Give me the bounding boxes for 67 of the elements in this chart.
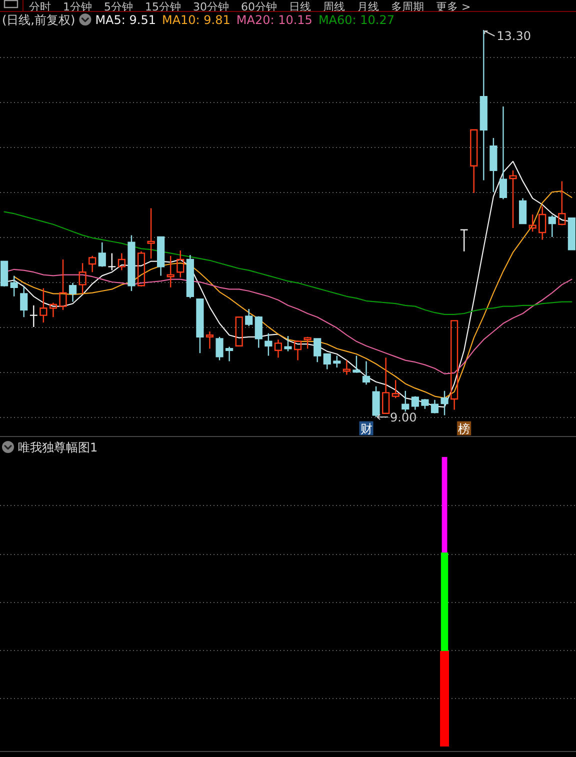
candlestick [88,255,96,273]
candlestick [440,390,448,416]
candlestick [147,208,155,260]
candlestick [49,302,58,318]
candlestick [137,250,146,288]
flag: 榜 [457,421,472,436]
text: 周线 [323,0,345,14]
candlestick [216,336,224,361]
candlestick [342,360,350,376]
annotation: 9.00 [390,410,417,424]
candlestick [518,198,527,224]
candlestick [538,206,546,240]
candlestick [294,340,302,361]
candlestick [421,398,429,410]
candlestick [108,252,116,271]
candlestick [245,308,253,327]
candlestick [176,250,184,278]
candlestick [323,353,331,370]
text: 日线 [289,0,311,14]
candlestick [128,234,136,292]
candlestick [470,129,478,194]
candlestick [450,320,458,410]
candlestick [10,275,18,297]
candlestick [528,214,536,232]
candlestick [490,137,498,193]
candlestick [226,346,234,362]
candlestick [68,282,77,302]
candlestick [235,316,243,346]
candlestick [480,29,488,181]
candlestick [20,286,28,318]
candlestick [460,229,468,252]
candlestick [0,260,8,288]
candlestick [78,262,86,294]
candlestick [558,180,566,226]
candlestick [499,106,508,200]
candlestick [186,254,194,299]
candlestick [98,242,106,268]
candlestick [274,339,282,358]
candlestick [59,258,67,310]
candlestick [430,399,439,414]
candlestick [402,390,410,412]
candlestick [166,255,174,288]
candlestick [29,304,38,328]
candlestick [314,338,322,363]
legend: MA5: 9.51 MA10: 9.81 MA20: 10.15 MA60: 10.27 [95,13,394,27]
candlestick [352,355,360,374]
chart-title: 唯我独尊幅图1 [18,440,98,454]
candlestick [333,355,341,368]
candlestick [304,336,312,350]
candlestick [548,214,556,238]
candlestick [392,380,400,399]
candlestick [40,288,48,324]
candlestick [118,252,126,271]
candlestick [284,335,292,352]
candlestick [264,332,272,356]
candlestick [509,170,517,229]
candlestick [362,360,370,386]
candlestick [254,316,262,348]
chart-title: (日线,前复权) [2,13,76,27]
candlestick [568,218,576,250]
candlestick [157,236,165,276]
candlestick [372,386,380,418]
candlestick [411,396,419,410]
candlestick [206,330,214,350]
candlestick [196,298,204,354]
annotation: 13.30 [496,29,532,43]
candlestick [382,357,390,414]
